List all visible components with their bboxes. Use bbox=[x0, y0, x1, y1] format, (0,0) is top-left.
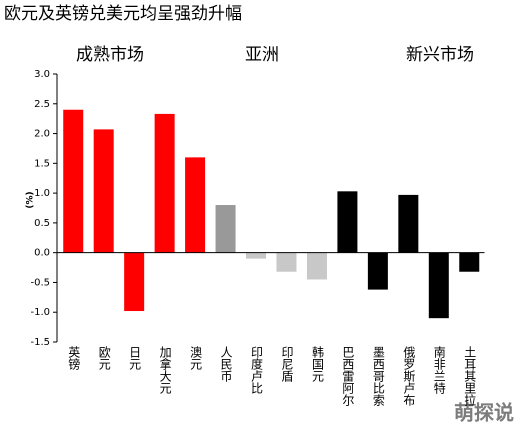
bar bbox=[124, 252, 145, 312]
bar bbox=[459, 252, 480, 272]
y-tick-label: -1.5 bbox=[30, 337, 50, 348]
bar bbox=[306, 252, 327, 280]
bar bbox=[246, 252, 267, 259]
group-label: 亚洲 bbox=[245, 45, 279, 65]
bar bbox=[215, 205, 236, 253]
bar bbox=[154, 113, 175, 253]
x-tick-label: 南非兰特 bbox=[432, 345, 446, 394]
x-tick-label: 印尼盾 bbox=[280, 346, 294, 383]
x-tick-label: 韩国元 bbox=[310, 345, 324, 383]
x-tick-label: 人民币 bbox=[219, 346, 233, 382]
y-tick-label: 0.5 bbox=[34, 218, 50, 229]
group-label: 新兴市场 bbox=[406, 45, 474, 65]
x-tick-label: 日元 bbox=[128, 346, 142, 371]
y-tick-label: -0.5 bbox=[30, 277, 50, 288]
y-tick-label: 2.5 bbox=[34, 99, 50, 110]
y-tick-label: -1.0 bbox=[30, 307, 50, 318]
y-tick-label: 3.0 bbox=[34, 69, 50, 80]
x-tick-label: 加拿大元 bbox=[158, 346, 172, 395]
x-tick-label: 澳元 bbox=[189, 346, 203, 371]
watermark: 萌探说 bbox=[454, 401, 514, 425]
bar bbox=[276, 252, 297, 272]
bar bbox=[367, 252, 388, 290]
y-tick-label: 1.0 bbox=[34, 188, 50, 199]
x-tick-label: 土耳其里拉 bbox=[463, 346, 477, 407]
bar bbox=[398, 194, 419, 253]
x-tick-label: 英镑 bbox=[67, 346, 81, 371]
x-tick-label: 俄罗斯卢布 bbox=[402, 346, 416, 407]
chart-title: 欧元及英镑兑美元均呈强劲升幅 bbox=[4, 4, 242, 24]
bar bbox=[63, 109, 84, 253]
y-axis-label: (%) bbox=[26, 191, 36, 208]
bar bbox=[93, 129, 114, 253]
y-tick-label: 2.0 bbox=[34, 129, 50, 140]
bar bbox=[185, 157, 206, 253]
bar bbox=[337, 191, 358, 253]
group-label: 成熟市场 bbox=[76, 44, 144, 65]
x-tick-label: 巴西雷阿尔 bbox=[341, 346, 355, 406]
x-tick-label: 印度卢比 bbox=[250, 346, 264, 395]
x-tick-label: 墨西哥比索 bbox=[371, 346, 385, 406]
x-tick-label: 欧元 bbox=[97, 346, 111, 371]
y-tick-label: 1.5 bbox=[34, 158, 50, 169]
bar bbox=[428, 252, 449, 319]
y-tick-label: 0.0 bbox=[34, 248, 50, 259]
